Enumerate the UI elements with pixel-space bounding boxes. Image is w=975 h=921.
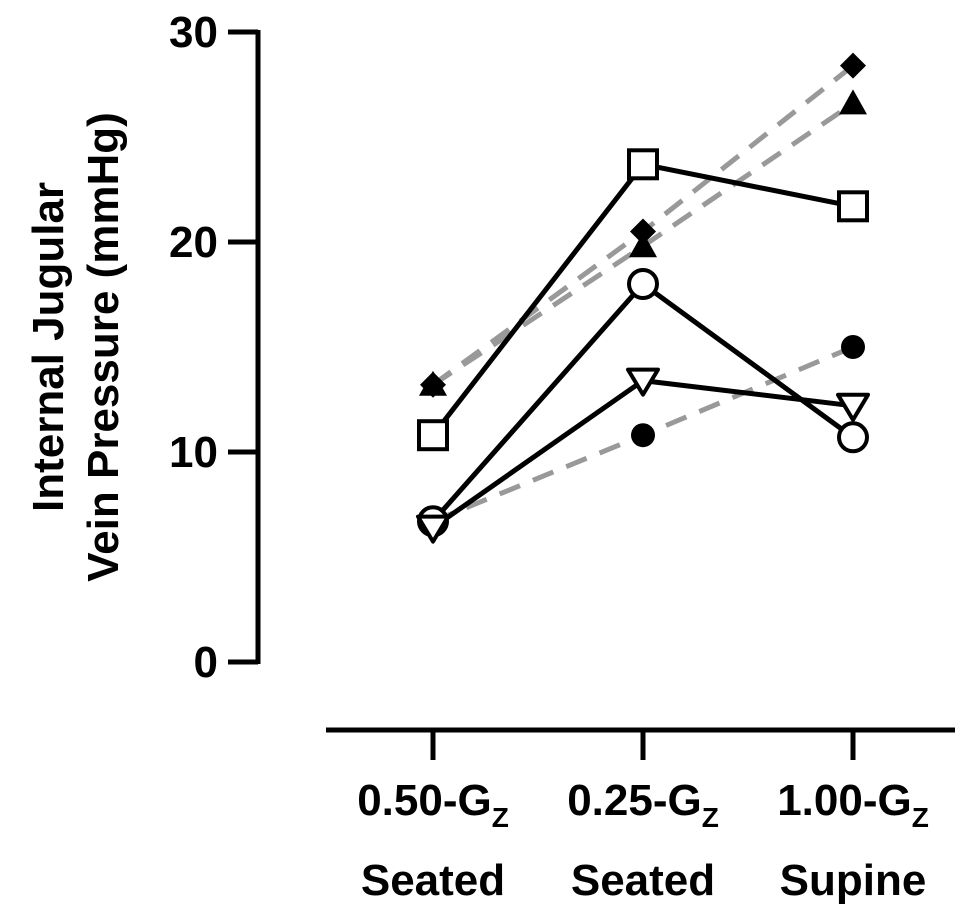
data-point-square-open: [627, 148, 659, 181]
data-point-circle-filled: [631, 423, 655, 448]
x-tick-label-subscript: Z: [702, 802, 719, 833]
data-point-triangle-up-filled: [419, 370, 447, 396]
series-line-triangle-down-open: [431, 378, 854, 530]
x-tick-label: 1.00-GZ: [777, 776, 929, 833]
series-line-triangle-up-filled: [431, 101, 855, 387]
y-axis: 0 10 20 30: [169, 8, 261, 687]
y-axis-label: Internal Jugular Vein Pressure (mmHg): [24, 112, 128, 582]
y-tick-label: 10: [169, 428, 218, 477]
x-tick-label-subscript: Z: [912, 802, 929, 833]
y-tick-label: 20: [169, 218, 218, 267]
x-tick-label-line2: Seated: [361, 856, 505, 905]
x-tick-label-main: 0.50-G: [357, 776, 492, 825]
data-point-triangle-up-filled: [629, 232, 657, 258]
data-point-diamond-filled: [840, 52, 866, 79]
series-markers: [416, 52, 870, 544]
data-point-diamond-filled: [630, 218, 656, 245]
data-point-circle-filled: [841, 335, 865, 359]
data-point-circle-open: [837, 421, 869, 454]
x-tick-label: 0.50-GZ: [357, 776, 509, 833]
data-point-triangle-up-filled: [839, 89, 867, 115]
x-tick-label-main: 1.00-G: [777, 776, 912, 825]
x-tick-label-main: 0.25-G: [567, 776, 702, 825]
data-point-triangle-down-open: [836, 392, 870, 422]
x-tick-label-line2: Supine: [780, 856, 927, 905]
data-point-circle-open: [627, 268, 659, 300]
x-tick-label: 0.25-GZ: [567, 776, 719, 833]
data-point-square-open: [417, 419, 449, 452]
data-point-triangle-down-open: [626, 367, 660, 397]
data-point-triangle-down-open: [416, 514, 450, 544]
x-tick-label-subscript: Z: [492, 802, 509, 833]
y-axis-title-line: Internal Jugular: [24, 182, 73, 512]
y-axis-title-line: Vein Pressure (mmHg): [79, 112, 128, 582]
data-point-square-open: [837, 190, 869, 223]
y-tick-label: 0: [194, 638, 218, 687]
x-tick-label-line2: Seated: [571, 856, 715, 905]
y-axis-title: Internal Jugular Vein Pressure (mmHg): [24, 112, 128, 582]
y-tick-label: 30: [169, 8, 218, 57]
